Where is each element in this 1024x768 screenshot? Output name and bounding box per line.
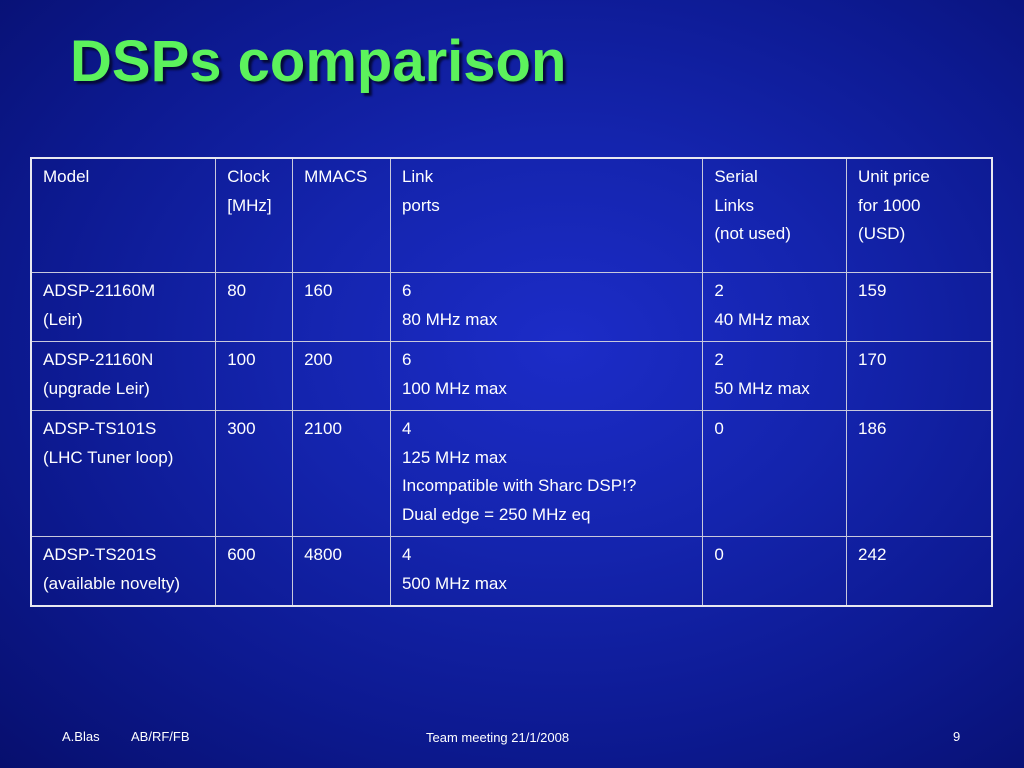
- footer-group: AB/RF/FB: [131, 729, 190, 744]
- cell-clock: 300: [215, 410, 294, 537]
- cell-link-ports: 4 500 MHz max: [389, 536, 704, 607]
- cell-link-ports: 4 125 MHz max Incompatible with Sharc DS…: [389, 410, 704, 537]
- cell-link-ports: 6 100 MHz max: [389, 341, 704, 411]
- footer-page-number: 9: [953, 729, 961, 744]
- header-cell-unit-price: Unit price for 1000 (USD): [846, 157, 993, 273]
- cell-link-ports: 6 80 MHz max: [389, 272, 704, 342]
- cell-clock: 600: [215, 536, 294, 607]
- slide-title: DSPs comparison: [70, 29, 567, 94]
- cell-mmacs: 4800: [292, 536, 391, 607]
- cell-model: ADSP-21160M (Leir): [30, 272, 217, 342]
- header-cell-link-ports: Link ports: [389, 157, 704, 273]
- cell-mmacs: 2100: [292, 410, 391, 537]
- cell-mmacs: 200: [292, 341, 391, 411]
- cell-serial-links: 0: [702, 536, 848, 607]
- cell-unit-price: 170: [846, 341, 993, 411]
- table-header-row: Model Clock [MHz] MMACS Link ports Seria…: [30, 157, 993, 273]
- cell-serial-links: 2 50 MHz max: [702, 341, 848, 411]
- header-cell-mmacs: MMACS: [292, 157, 391, 273]
- header-cell-clock: Clock [MHz]: [215, 157, 294, 273]
- cell-unit-price: 159: [846, 272, 993, 342]
- cell-serial-links: 0: [702, 410, 848, 537]
- cell-model: ADSP-TS101S (LHC Tuner loop): [30, 410, 217, 537]
- dsp-comparison-table: Model Clock [MHz] MMACS Link ports Seria…: [30, 157, 993, 607]
- table-row: ADSP-TS201S (available novelty) 600 4800…: [30, 536, 993, 607]
- cell-model: ADSP-TS201S (available novelty): [30, 536, 217, 607]
- cell-unit-price: 242: [846, 536, 993, 607]
- header-cell-serial-links: Serial Links (not used): [702, 157, 848, 273]
- cell-clock: 100: [215, 341, 294, 411]
- cell-serial-links: 2 40 MHz max: [702, 272, 848, 342]
- table-row: ADSP-21160M (Leir) 80 160 6 80 MHz max 2…: [30, 272, 993, 342]
- cell-mmacs: 160: [292, 272, 391, 342]
- footer-event: Team meeting 21/1/2008: [426, 730, 570, 745]
- header-cell-model: Model: [30, 157, 217, 273]
- table-row: ADSP-21160N (upgrade Leir) 100 200 6 100…: [30, 341, 993, 411]
- footer-author: A.Blas: [62, 729, 100, 744]
- cell-unit-price: 186: [846, 410, 993, 537]
- cell-clock: 80: [215, 272, 294, 342]
- cell-model: ADSP-21160N (upgrade Leir): [30, 341, 217, 411]
- table-row: ADSP-TS101S (LHC Tuner loop) 300 2100 4 …: [30, 410, 993, 537]
